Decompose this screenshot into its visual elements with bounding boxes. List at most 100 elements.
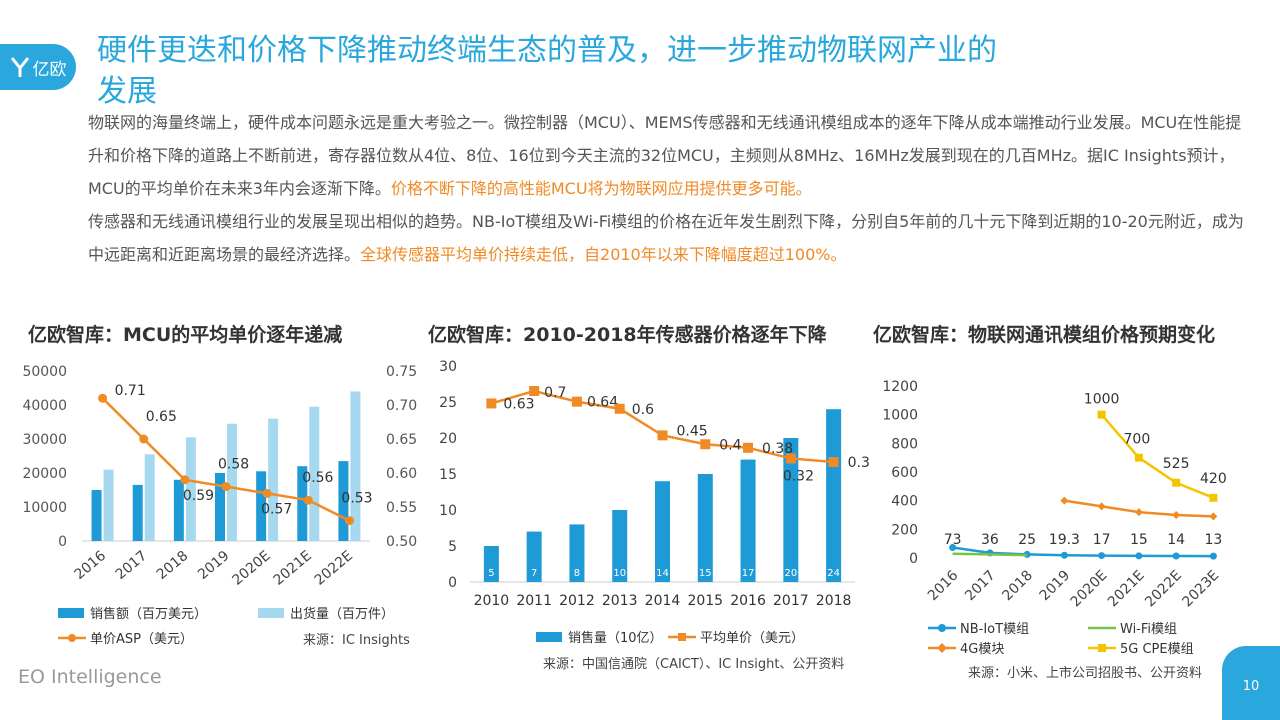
chart3-x-tick: 2023E: [1179, 568, 1222, 611]
page-title: 硬件更迭和价格下降推动终端生态的普及，进一步推动物联网产业的发展: [97, 33, 997, 109]
chart1-asp-point: [139, 434, 149, 444]
paragraph-2-highlight: 全球传感器平均单价持续走低，自2010年以来下降幅度超过100%。: [360, 245, 847, 264]
chart2-price-point: [743, 442, 754, 453]
legend-label-shipments: 出货量（百万件）: [290, 607, 395, 622]
chart1-right-tick: 0.50: [386, 534, 417, 550]
chart1-bar-sales: [132, 484, 143, 541]
chart2-x-tick: 2016: [730, 593, 766, 609]
chart2-price-point: [571, 396, 582, 407]
chart2-left-tick: 25: [439, 395, 457, 411]
chart1-left-tick: 20000: [22, 466, 67, 482]
chart3-nbiot-point: [1135, 552, 1143, 560]
chart2-bar-label: 8: [574, 568, 580, 579]
chart3-nbiot-point: [1209, 552, 1217, 560]
chart3-legend-5g: 5G CPE模组: [1088, 638, 1194, 657]
chart2-bar-volume: [612, 510, 628, 582]
chart3-series-line: [1100, 413, 1214, 499]
yi-logo-icon: [10, 57, 29, 77]
chart2-x-tick: 2018: [816, 593, 852, 609]
legend-label-4g: 4G模块: [960, 642, 1005, 657]
legend-5g-marker-icon: [1088, 643, 1116, 652]
chart3-x-tick: 2020E: [1068, 568, 1111, 611]
chart3-4g-point: [1097, 502, 1106, 511]
chart3-nbiot-point: [1172, 552, 1180, 560]
chart2-bar-volume: [740, 459, 756, 582]
chart2-bar-label: 14: [656, 568, 669, 579]
chart2-price-label: 0.45: [677, 423, 708, 439]
chart1-bar-shipments: [309, 406, 320, 541]
chart1-asp-point: [344, 516, 354, 526]
legend-swatch-sales-icon: [58, 607, 84, 618]
legend-line-marker-icon: [58, 633, 86, 642]
chart3-nbiot-label: 17: [1093, 532, 1111, 548]
chart1-bar-shipments: [227, 423, 237, 541]
legend-swatch-volume-icon: [536, 631, 562, 642]
chart2-price-label: 0.38: [762, 441, 793, 457]
chart1-asp-point: [303, 495, 313, 505]
chart1-asp-point: [180, 475, 190, 485]
chart1-bar-shipments: [268, 418, 279, 541]
chart2-price-point: [486, 398, 497, 409]
chart3-nbiot-label: 15: [1130, 532, 1148, 548]
chart1-left-tick: 0: [58, 534, 67, 550]
chart3-nbiot-point: [1060, 551, 1068, 559]
paragraph-2-text: 传感器和无线通讯模组行业的发展呈现出相似的趋势。NB-IoT模组及Wi-Fi模组…: [88, 212, 1244, 264]
chart2-bar-label: 5: [488, 568, 494, 579]
chart3-source: 来源：小米、上市公司招股书、公开资料: [968, 666, 1203, 681]
chart1-asp-label: 0.57: [261, 501, 292, 517]
paragraph-1: 物联网的海量终端上，硬件成本问题永远是重大考验之一。微控制器（MCU）、MEMS…: [88, 106, 1248, 205]
chart1-asp-point: [98, 393, 108, 403]
chart1-asp-point: [221, 482, 231, 492]
chart3-5g-label: 525: [1163, 456, 1190, 472]
legend-swatch-shipments-icon: [258, 607, 284, 618]
chart2-x-tick: 2012: [559, 593, 595, 609]
chart2-x-tick: 2013: [602, 593, 638, 609]
chart2-price-point: [657, 430, 668, 441]
chart3-nbiot-point: [949, 544, 957, 552]
chart2-x-tick: 2015: [687, 593, 723, 609]
chart3-x-tick: 2022E: [1142, 568, 1185, 611]
chart3-series-line: [952, 552, 1028, 557]
legend-label-wifi: Wi-Fi模组: [1120, 622, 1178, 637]
chart1-x-tick: 2021E: [270, 548, 314, 589]
chart1-bar-sales: [256, 471, 267, 541]
chart3-5g-point: [1134, 453, 1143, 462]
chart1-asp-label: 0.65: [146, 409, 177, 425]
chart3-5g-label: 420: [1200, 471, 1227, 487]
chart3-x-tick: 2017: [962, 568, 999, 605]
chart2-price-label: 0.3: [848, 455, 870, 471]
chart2-left-tick: 5: [448, 539, 457, 555]
page-number: 10: [1222, 646, 1280, 720]
chart3-series-line: [952, 546, 1214, 558]
chart1-left-tick: 30000: [22, 432, 67, 448]
chart3-5g-point: [1209, 493, 1218, 502]
chart1-bar-sales: [91, 490, 102, 541]
legend-label-sales: 销售额（百万美元）: [90, 607, 208, 622]
chart1-x-tick: 2020E: [229, 548, 273, 589]
chart2-price-label: 0.64: [587, 395, 618, 411]
legend-label-5g: 5G CPE模组: [1120, 642, 1194, 657]
chart1-right-tick: 0.65: [386, 432, 417, 448]
chart1-bar-shipments: [103, 469, 114, 541]
chart1-asp-label: 0.59: [183, 488, 214, 504]
body-text: 物联网的海量终端上，硬件成本问题永远是重大考验之一。微控制器（MCU）、MEMS…: [88, 106, 1248, 271]
chart2-left-tick: 10: [439, 503, 457, 519]
chart1-x-tick: 2019: [195, 548, 233, 583]
footer-brand: EO Intelligence: [18, 666, 162, 688]
paragraph-2: 传感器和无线通讯模组行业的发展呈现出相似的趋势。NB-IoT模组及Wi-Fi模组…: [88, 205, 1248, 271]
chart2-price-point: [828, 457, 839, 467]
chart1-asp-point: [262, 488, 272, 498]
chart1-asp-label: 0.56: [302, 470, 333, 486]
chart1-asp-label: 0.71: [115, 383, 146, 399]
chart2-x-tick: 2014: [645, 593, 681, 609]
chart2-bar-volume: [483, 546, 499, 582]
chart1-asp-label: 0.53: [341, 491, 372, 507]
chart2-x-tick: 2017: [773, 593, 809, 609]
chart3-left-tick: 0: [909, 551, 918, 567]
chart3-left-tick: 200: [891, 522, 918, 538]
legend-label-asp: 单价ASP（美元）: [90, 632, 193, 647]
chart1-source: 来源：IC Insights: [303, 633, 410, 648]
chart3-nbiot-label: 13: [1204, 532, 1222, 548]
chart3-nbiot-label: 73: [944, 532, 962, 548]
